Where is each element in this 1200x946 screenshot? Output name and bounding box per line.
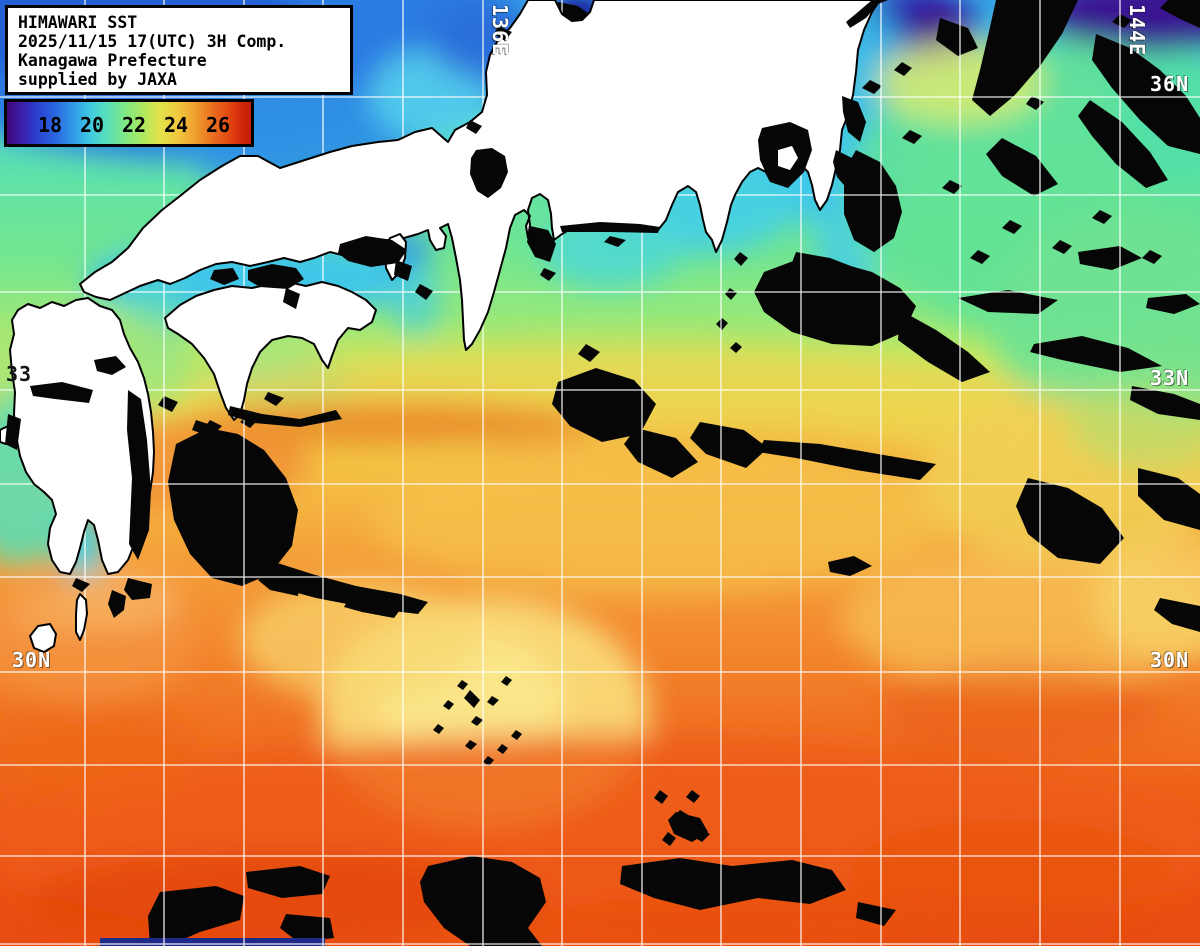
lat-label-36n-right: 36N	[1150, 72, 1190, 96]
title-region: Kanagawa Prefecture	[18, 51, 207, 70]
lon-label-136e: 136E	[488, 4, 512, 57]
cloud-layer-coastal	[5, 0, 888, 592]
lat-label-33-left: 33	[6, 362, 33, 386]
lat-label-30n-right: 30N	[1150, 648, 1190, 672]
title-credit: supplied by JAXA	[18, 70, 177, 89]
land-yakushima	[29, 623, 57, 653]
temperature-colorbar: 18 20 22 24 26	[4, 99, 254, 147]
colorbar-tick-22: 22	[121, 113, 147, 137]
colorbar-tick-18: 18	[37, 113, 63, 137]
lat-label-33n-right: 33N	[1150, 366, 1190, 390]
lat-label-30n-left: 30N	[12, 648, 52, 672]
title-product: HIMAWARI SST	[18, 13, 138, 32]
colorbar-tick-24: 24	[163, 113, 189, 137]
land-tanegashima	[75, 593, 88, 641]
title-datetime: 2025/11/15 17(UTC) 3H Comp.	[18, 32, 287, 51]
lon-label-144e: 144E	[1125, 4, 1149, 57]
colorbar-tick-20: 20	[79, 113, 105, 137]
colorbar-tick-26: 26	[205, 113, 231, 137]
title-box: HIMAWARI SST 2025/11/15 17(UTC) 3H Comp.…	[5, 5, 353, 95]
